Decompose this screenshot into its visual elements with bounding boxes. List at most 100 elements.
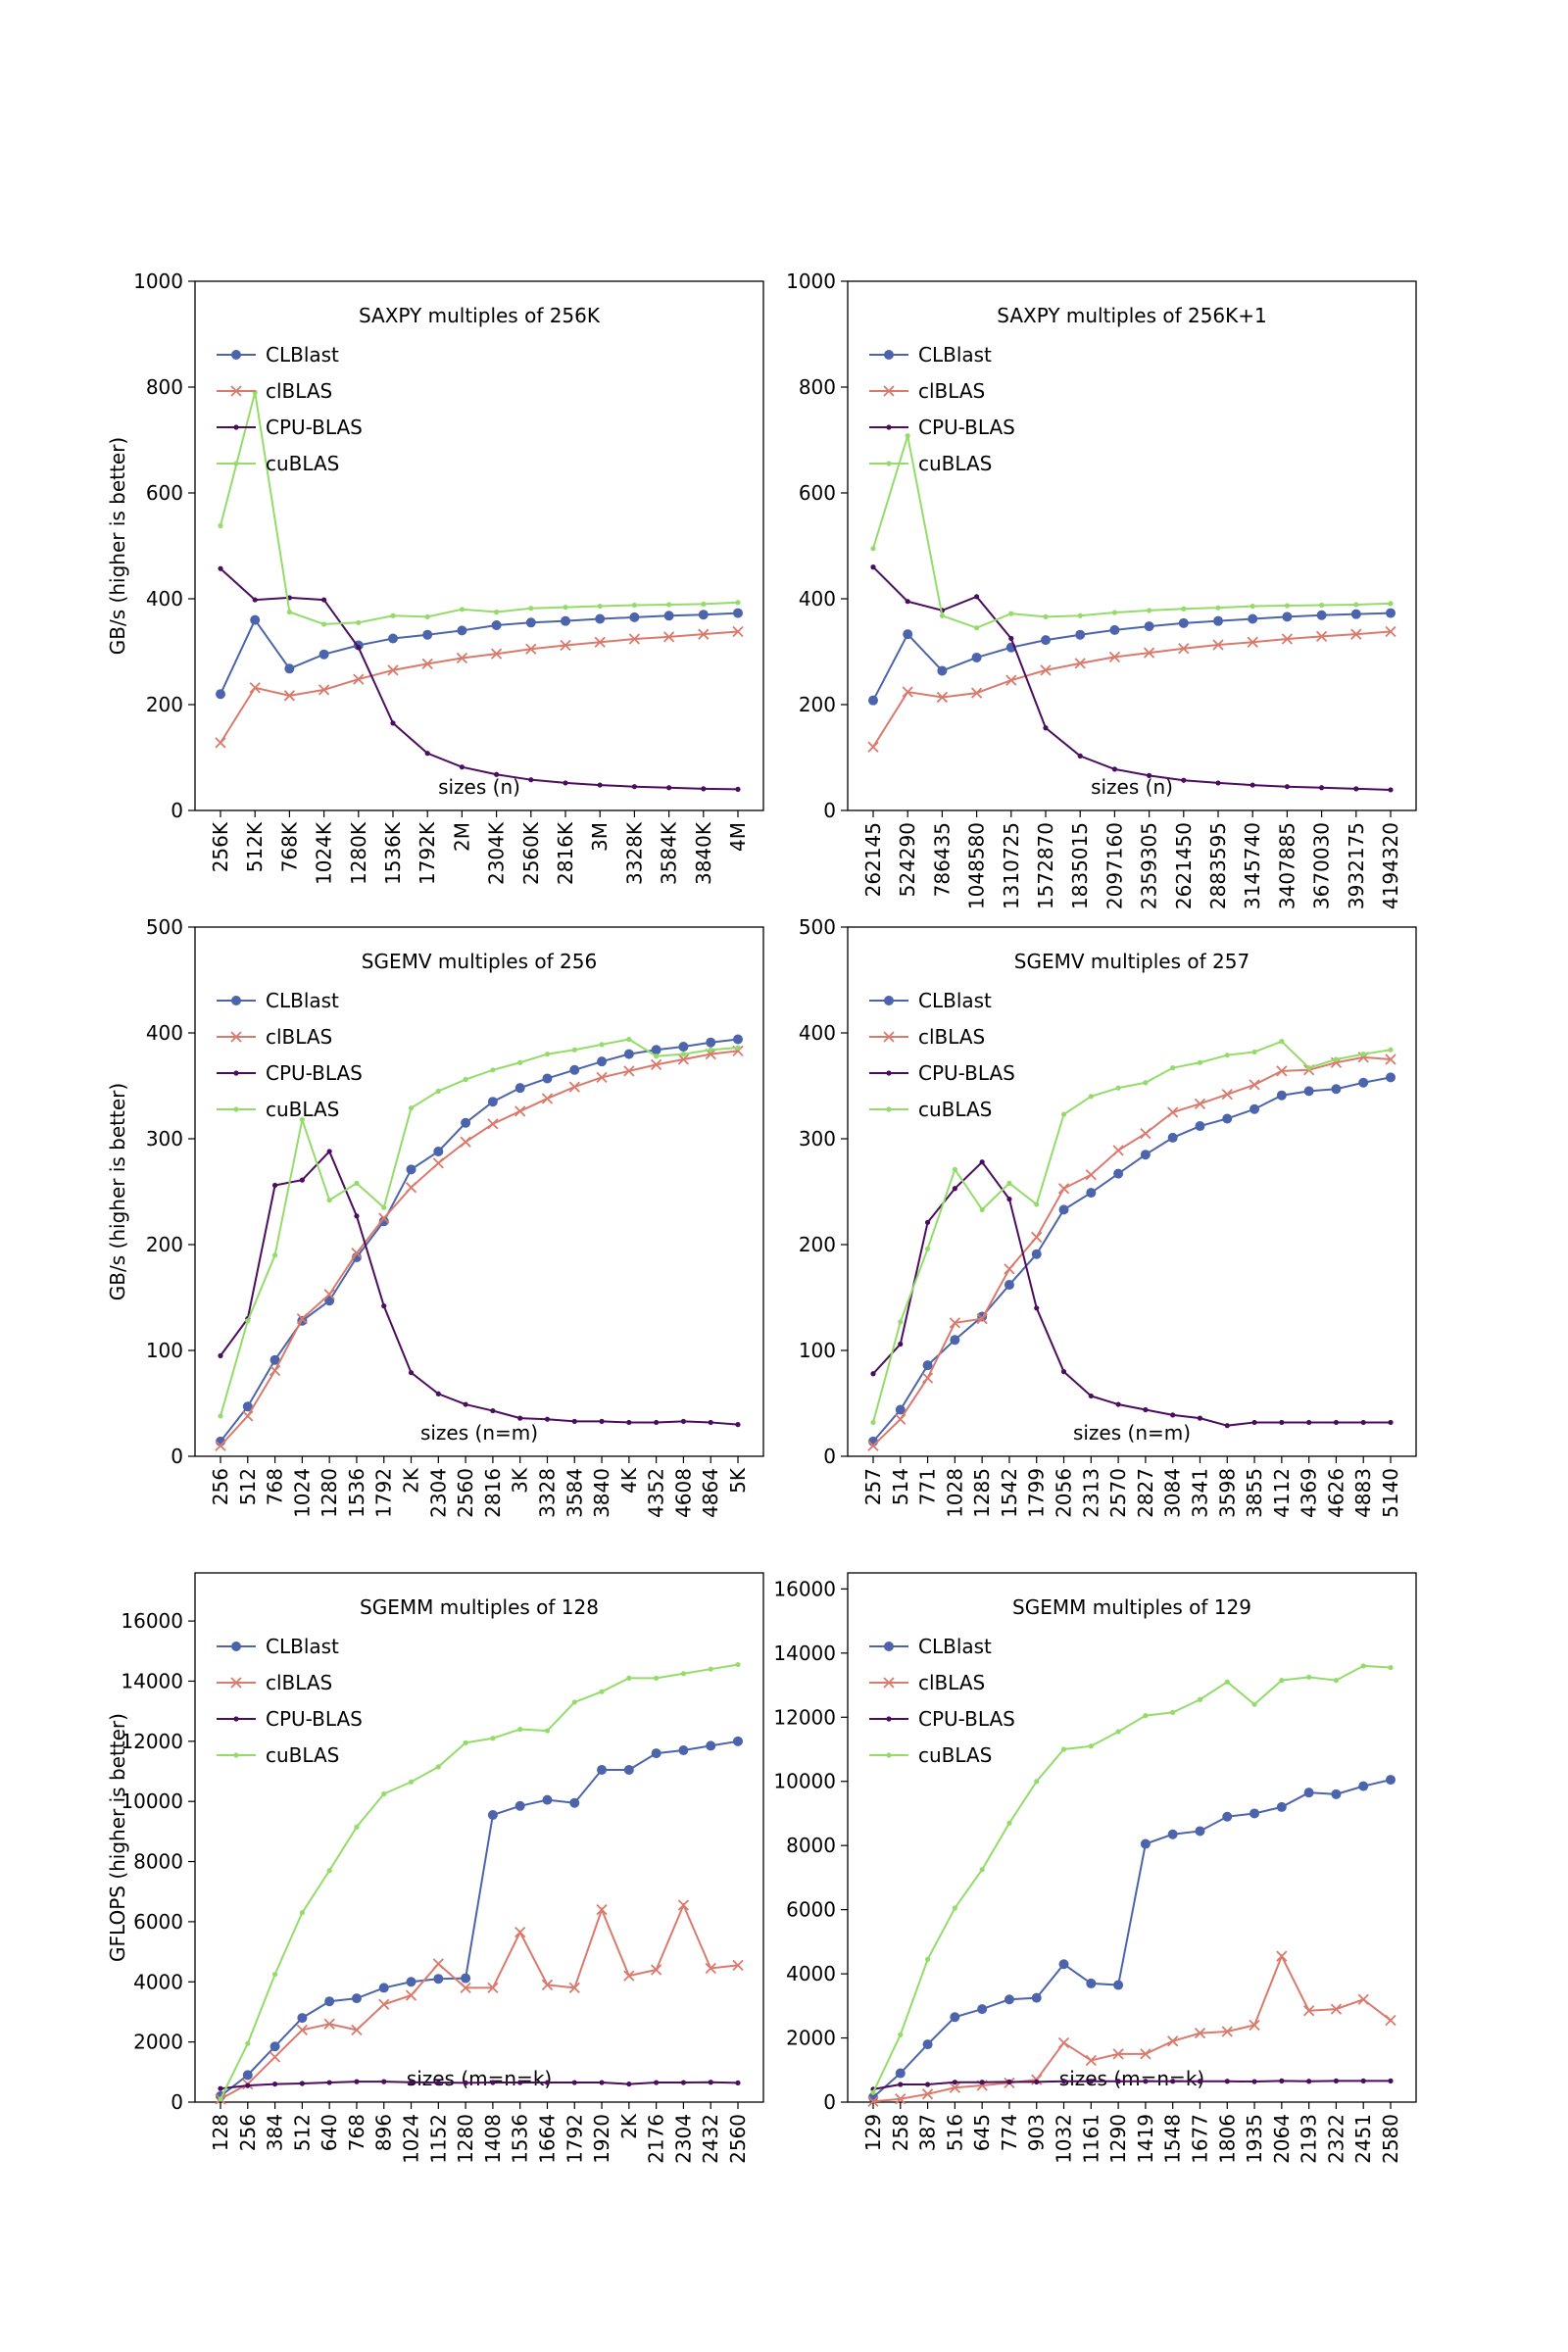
data-point	[1088, 1743, 1094, 1749]
data-point	[599, 1418, 605, 1424]
data-point	[297, 2013, 308, 2024]
x-tick-label: 1280K	[347, 821, 370, 885]
series-line-clblast	[220, 1740, 739, 2097]
data-point	[977, 2004, 988, 2015]
data-point	[1043, 613, 1049, 619]
x-tick-label: 2883595	[1206, 822, 1230, 909]
x-tick-label: 768	[345, 2114, 368, 2151]
legend-label-cublas: cuBLAS	[266, 1743, 339, 1767]
data-point	[321, 621, 327, 627]
y-tick-label: 0	[823, 1445, 836, 1468]
x-tick-label: 2193	[1298, 2114, 1321, 2164]
data-point	[433, 1146, 444, 1156]
data-point	[1197, 1415, 1203, 1421]
data-point	[271, 1972, 278, 1978]
x-tick-label: 2560	[726, 2114, 750, 2164]
data-point	[1060, 1369, 1067, 1375]
x-tick-label: 5K	[726, 1467, 750, 1494]
data-point	[949, 1317, 961, 1329]
data-point	[541, 1093, 554, 1104]
data-point	[705, 1962, 716, 1975]
data-point	[631, 784, 638, 790]
data-point	[356, 645, 362, 651]
data-point	[517, 2080, 523, 2085]
legend-marker-clblas	[883, 1677, 895, 1689]
chart-title: SGEMM multiples of 128	[360, 1595, 599, 1619]
data-point	[353, 673, 365, 685]
data-point	[706, 1037, 716, 1048]
y-tick-label: 8000	[786, 1834, 836, 1857]
data-point	[1004, 1994, 1014, 2005]
data-point	[1197, 2079, 1203, 2084]
data-point	[571, 1047, 577, 1053]
y-axis-label: GB/s (higher is better)	[106, 437, 129, 655]
data-point	[924, 2082, 931, 2087]
data-point	[1058, 1204, 1069, 1215]
data-point	[626, 1675, 632, 1681]
x-tick-label: 3584	[563, 1468, 586, 1518]
x-tick-label: 256	[236, 2114, 260, 2151]
legend-marker-cublas	[233, 461, 239, 466]
data-point	[388, 633, 398, 644]
data-point	[595, 613, 606, 624]
data-point	[1195, 1121, 1205, 1132]
data-point	[1302, 2005, 1315, 2017]
data-point	[245, 2040, 251, 2046]
data-point	[563, 605, 568, 611]
data-point	[517, 1726, 523, 1733]
x-tick-label: 1024K	[313, 821, 336, 885]
data-point	[1250, 782, 1255, 788]
data-point	[460, 1982, 471, 1994]
data-point	[1350, 628, 1362, 640]
legend: CLBlast clBLAS CPU-BLAS cuBLAS	[869, 1635, 1015, 1767]
y-tick-label: 600	[146, 481, 183, 505]
series-cublas	[870, 1663, 1394, 2095]
x-tick-label: 4369	[1298, 1468, 1321, 1518]
legend-label-cpu-blas: CPU-BLAS	[918, 1707, 1015, 1731]
series-line-cpu-blas	[872, 2080, 1391, 2090]
data-point	[902, 686, 913, 698]
data-point	[1109, 624, 1120, 635]
data-point	[1250, 1808, 1260, 1819]
data-point	[321, 597, 327, 603]
series-line-cpu-blas	[220, 2081, 739, 2090]
data-point	[708, 2080, 713, 2085]
data-point	[542, 1794, 553, 1805]
data-point	[1112, 2048, 1124, 2060]
data-point	[1004, 1263, 1015, 1275]
legend-marker-clblast	[884, 350, 894, 360]
data-point	[654, 1419, 660, 1426]
x-tick-label: 3328K	[622, 821, 646, 885]
data-point	[563, 780, 568, 786]
data-point	[701, 601, 707, 608]
series-clblas	[215, 625, 744, 749]
data-point	[356, 619, 362, 625]
data-point	[405, 1989, 417, 2001]
data-point	[1170, 2079, 1176, 2084]
data-point	[408, 1105, 415, 1111]
y-tick-label: 800	[146, 375, 183, 399]
legend-label-cpu-blas: CPU-BLAS	[266, 1061, 363, 1085]
chart-title: SGEMV multiples of 256	[362, 950, 597, 973]
data-point	[654, 1054, 660, 1059]
y-tick-label: 400	[146, 1021, 183, 1045]
data-point	[650, 1964, 662, 1976]
y-tick-label: 500	[146, 915, 183, 939]
data-point	[408, 1370, 415, 1376]
data-point	[903, 629, 913, 640]
x-tick-label: 1792	[563, 2114, 586, 2164]
series-line-cpu-blas	[220, 567, 739, 791]
data-point	[544, 1416, 551, 1422]
x-axis-label: sizes (m=n=k)	[407, 2067, 552, 2090]
data-point	[898, 2082, 904, 2087]
data-point	[1008, 635, 1014, 642]
data-point	[1360, 1663, 1366, 1669]
data-point	[701, 786, 707, 792]
data-point	[1112, 1145, 1124, 1156]
legend: CLBlast clBLAS CPU-BLAS cuBLAS	[217, 1635, 363, 1767]
y-tick-label: 500	[799, 915, 836, 939]
y-axis-label: GB/s (higher is better)	[106, 1083, 129, 1300]
data-point	[1057, 1183, 1070, 1195]
y-tick-label: 4000	[786, 1962, 836, 1985]
data-point	[1031, 1249, 1042, 1259]
